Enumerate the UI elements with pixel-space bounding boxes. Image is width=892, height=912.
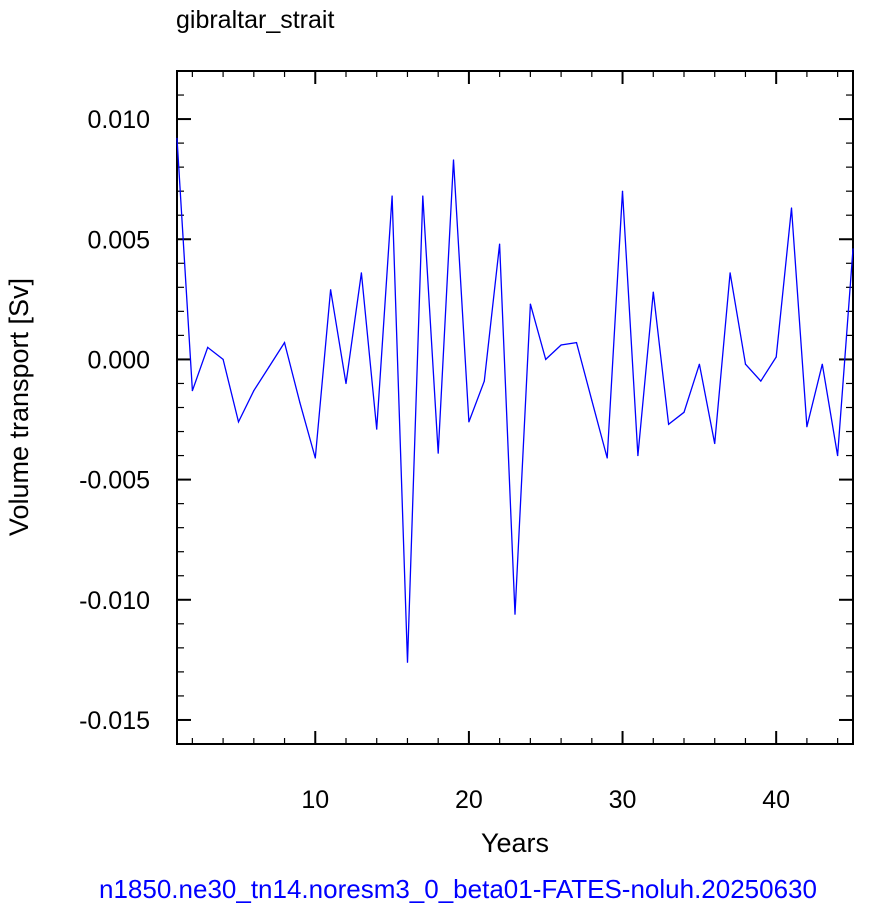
data-point <box>422 195 424 197</box>
data-point <box>775 356 777 358</box>
data-point <box>452 159 455 161</box>
y-tick-label: 0.005 <box>87 226 150 254</box>
x-tick-label: 30 <box>609 786 637 814</box>
data-point <box>237 421 240 423</box>
data-point <box>806 426 808 428</box>
series-line-volume-transport <box>176 138 854 663</box>
data-point <box>760 380 762 382</box>
data-point <box>360 272 362 274</box>
major-ticks <box>177 71 853 744</box>
data-points <box>176 137 854 663</box>
y-tick-label: -0.010 <box>79 587 150 615</box>
chart-title: gibraltar_strait <box>176 6 334 34</box>
data-point <box>330 289 332 291</box>
x-axis-tick-labels: 10 20 30 40 <box>301 786 790 814</box>
experiment-caption: n1850.ne30_tn14.noresm3_0_beta01-FATES-n… <box>99 874 817 904</box>
data-point <box>499 243 501 245</box>
data-point <box>437 452 439 454</box>
data-point <box>314 457 316 459</box>
y-tick-label: 0.010 <box>87 106 150 134</box>
data-point <box>222 358 224 361</box>
plot-frame <box>176 70 854 745</box>
y-tick-label: -0.015 <box>79 707 150 735</box>
data-point <box>529 303 531 305</box>
y-tick-label: 0.000 <box>87 346 150 374</box>
data-point <box>299 402 301 404</box>
data-point <box>652 291 654 293</box>
y-axis-tick-labels: 0.010 0.005 0.000 -0.005 -0.010 -0.015 <box>79 106 150 735</box>
data-point <box>468 421 470 423</box>
data-point <box>790 207 793 209</box>
data-point <box>575 342 578 344</box>
data-point <box>821 363 823 365</box>
data-point <box>729 272 731 274</box>
data-point <box>545 358 547 361</box>
data-point <box>483 380 485 382</box>
data-point <box>852 248 854 250</box>
data-point <box>207 346 209 349</box>
y-tick-label: -0.005 <box>79 467 150 495</box>
data-point <box>683 411 685 413</box>
x-tick-label: 40 <box>762 786 790 814</box>
data-point <box>406 661 409 663</box>
data-point <box>591 399 593 401</box>
data-point <box>668 423 670 425</box>
data-point <box>376 428 378 430</box>
data-point <box>606 457 608 459</box>
data-point <box>345 382 347 385</box>
data-point <box>698 363 700 365</box>
data-point <box>191 390 193 392</box>
data-point <box>391 195 393 197</box>
data-point <box>253 390 255 392</box>
data-point <box>560 344 562 346</box>
x-tick-label: 20 <box>455 786 483 814</box>
x-tick-label: 10 <box>301 786 329 814</box>
data-point <box>283 342 286 344</box>
data-point <box>837 454 839 457</box>
data-point <box>514 613 516 615</box>
data-point <box>268 366 270 368</box>
y-axis-label: Volume transport [Sv] <box>4 278 34 536</box>
data-point <box>714 442 716 445</box>
data-point <box>637 454 639 457</box>
data-point <box>744 363 747 365</box>
data-point <box>176 137 178 139</box>
x-axis-label: Years <box>481 828 549 858</box>
minor-ticks <box>177 70 853 745</box>
data-point <box>621 190 624 192</box>
